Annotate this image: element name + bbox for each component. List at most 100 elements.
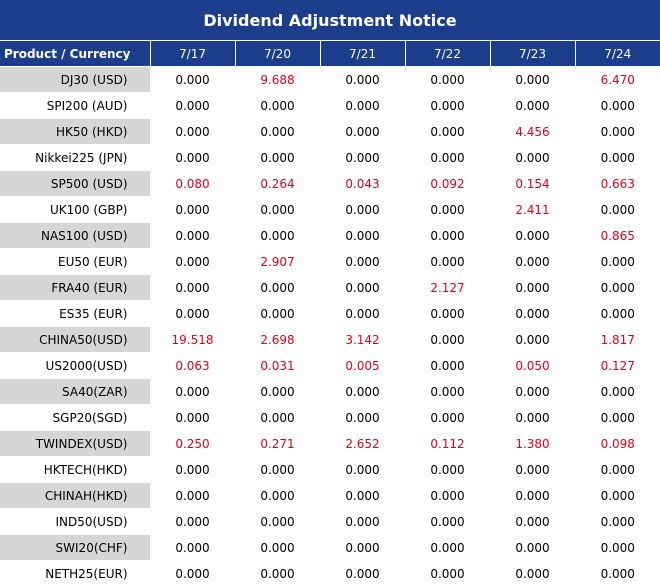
column-header-date: 7/17 bbox=[150, 41, 236, 67]
dividend-value-cell: 0.005 bbox=[320, 352, 406, 379]
dividend-table: Product / Currency 7/17 7/20 7/21 7/22 7… bbox=[0, 41, 660, 587]
dividend-value-cell: 1.817 bbox=[575, 326, 660, 353]
dividend-value-cell: 0.000 bbox=[235, 456, 321, 483]
notice-title: Dividend Adjustment Notice bbox=[0, 0, 660, 41]
dividend-value-cell: 0.000 bbox=[405, 456, 491, 483]
dividend-value-cell: 0.000 bbox=[405, 404, 491, 431]
dividend-value-cell: 0.000 bbox=[405, 534, 491, 561]
dividend-value-cell: 2.698 bbox=[235, 326, 321, 353]
dividend-value-cell: 0.000 bbox=[320, 560, 406, 587]
dividend-value-cell: 0.000 bbox=[320, 508, 406, 535]
dividend-value-cell: 0.050 bbox=[490, 352, 576, 379]
dividend-value-cell: 2.652 bbox=[320, 430, 406, 457]
dividend-value-cell: 0.000 bbox=[490, 300, 576, 327]
dividend-value-cell: 0.000 bbox=[405, 326, 491, 353]
dividend-value-cell: 0.000 bbox=[575, 378, 660, 405]
product-cell: TWINDEX(USD) bbox=[0, 430, 151, 457]
column-header-date: 7/20 bbox=[235, 41, 321, 67]
product-cell: US2000(USD) bbox=[0, 352, 151, 379]
dividend-value-cell: 0.000 bbox=[490, 534, 576, 561]
dividend-value-cell: 0.000 bbox=[405, 248, 491, 275]
product-cell: DJ30 (USD) bbox=[0, 66, 151, 93]
dividend-value-cell: 0.000 bbox=[575, 92, 660, 119]
table-row: DJ30 (USD) 0.000 9.688 0.000 0.000 0.000 6.470 bbox=[0, 66, 660, 93]
dividend-value-cell: 0.000 bbox=[490, 456, 576, 483]
dividend-value-cell: 0.000 bbox=[405, 196, 491, 223]
dividend-value-cell: 0.000 bbox=[405, 352, 491, 379]
dividend-value-cell: 0.000 bbox=[150, 456, 236, 483]
dividend-value-cell: 0.000 bbox=[150, 378, 236, 405]
dividend-value-cell: 0.000 bbox=[320, 144, 406, 171]
table-row: NETH25(EUR) 0.000 0.000 0.000 0.000 0.000 0.00… bbox=[0, 560, 660, 587]
dividend-value-cell: 0.000 bbox=[235, 300, 321, 327]
product-cell: SPI200 (AUD) bbox=[0, 92, 151, 119]
table-body: DJ30 (USD) 0.000 9.688 0.000 0.000 0.000 6.470… bbox=[0, 66, 660, 587]
dividend-value-cell: 0.000 bbox=[490, 482, 576, 509]
product-cell: Nikkei225 (JPN) bbox=[0, 144, 151, 171]
table-row: NAS100 (USD) 0.000 0.000 0.000 0.000 0.000 0.8… bbox=[0, 222, 660, 249]
dividend-value-cell: 0.000 bbox=[490, 66, 576, 93]
table-row: CHINA50(USD) 19.518 2.698 3.142 0.000 0.000 1.… bbox=[0, 326, 660, 353]
dividend-value-cell: 0.092 bbox=[405, 170, 491, 197]
dividend-value-cell: 0.000 bbox=[235, 560, 321, 587]
dividend-value-cell: 0.000 bbox=[320, 378, 406, 405]
dividend-value-cell: 0.000 bbox=[150, 300, 236, 327]
dividend-value-cell: 0.000 bbox=[320, 196, 406, 223]
dividend-value-cell: 0.000 bbox=[320, 482, 406, 509]
dividend-value-cell: 0.000 bbox=[405, 482, 491, 509]
dividend-value-cell: 0.000 bbox=[150, 248, 236, 275]
dividend-value-cell: 0.000 bbox=[575, 508, 660, 535]
dividend-value-cell: 0.000 bbox=[490, 378, 576, 405]
dividend-value-cell: 4.456 bbox=[490, 118, 576, 145]
table-row: EU50 (EUR) 0.000 2.907 0.000 0.000 0.000 0.000 bbox=[0, 248, 660, 275]
dividend-value-cell: 0.000 bbox=[150, 404, 236, 431]
dividend-value-cell: 0.000 bbox=[575, 482, 660, 509]
dividend-value-cell: 0.000 bbox=[490, 222, 576, 249]
table-row: TWINDEX(USD) 0.250 0.271 2.652 0.112 1.380 0.0… bbox=[0, 430, 660, 457]
dividend-value-cell: 0.154 bbox=[490, 170, 576, 197]
dividend-value-cell: 0.031 bbox=[235, 352, 321, 379]
table-row: IND50(USD) 0.000 0.000 0.000 0.000 0.000 0.000 bbox=[0, 508, 660, 535]
dividend-value-cell: 0.000 bbox=[405, 118, 491, 145]
product-cell: UK100 (GBP) bbox=[0, 196, 151, 223]
dividend-value-cell: 0.000 bbox=[490, 508, 576, 535]
dividend-value-cell: 0.271 bbox=[235, 430, 321, 457]
dividend-value-cell: 0.000 bbox=[490, 92, 576, 119]
dividend-value-cell: 0.000 bbox=[235, 508, 321, 535]
dividend-value-cell: 0.000 bbox=[405, 560, 491, 587]
dividend-value-cell: 0.000 bbox=[575, 118, 660, 145]
dividend-value-cell: 0.250 bbox=[150, 430, 236, 457]
product-cell: FRA40 (EUR) bbox=[0, 274, 151, 301]
product-cell: HK50 (HKD) bbox=[0, 118, 151, 145]
dividend-value-cell: 0.000 bbox=[320, 118, 406, 145]
dividend-value-cell: 0.043 bbox=[320, 170, 406, 197]
dividend-value-cell: 0.000 bbox=[320, 222, 406, 249]
dividend-value-cell: 0.000 bbox=[490, 248, 576, 275]
column-header-product: Product / Currency bbox=[0, 41, 151, 67]
dividend-value-cell: 0.000 bbox=[490, 560, 576, 587]
table-row: UK100 (GBP) 0.000 0.000 0.000 0.000 2.411 0.00… bbox=[0, 196, 660, 223]
dividend-value-cell: 0.000 bbox=[150, 66, 236, 93]
table-row: US2000(USD) 0.063 0.031 0.005 0.000 0.050 0.12… bbox=[0, 352, 660, 379]
product-cell: SGP20(SGD) bbox=[0, 404, 151, 431]
dividend-value-cell: 0.000 bbox=[235, 222, 321, 249]
dividend-value-cell: 2.411 bbox=[490, 196, 576, 223]
dividend-value-cell: 0.000 bbox=[490, 326, 576, 353]
dividend-value-cell: 0.000 bbox=[575, 274, 660, 301]
table-row: HKTECH(HKD) 0.000 0.000 0.000 0.000 0.000 0.00… bbox=[0, 456, 660, 483]
dividend-value-cell: 0.000 bbox=[575, 404, 660, 431]
product-cell: CHINAH(HKD) bbox=[0, 482, 151, 509]
dividend-value-cell: 0.000 bbox=[235, 144, 321, 171]
dividend-value-cell: 0.000 bbox=[575, 144, 660, 171]
column-header-date: 7/24 bbox=[575, 41, 660, 67]
table-row: SWI20(CHF) 0.000 0.000 0.000 0.000 0.000 0.000 bbox=[0, 534, 660, 561]
dividend-value-cell: 0.000 bbox=[575, 248, 660, 275]
dividend-value-cell: 6.470 bbox=[575, 66, 660, 93]
table-row: SA40(ZAR) 0.000 0.000 0.000 0.000 0.000 0.000 bbox=[0, 378, 660, 405]
dividend-value-cell: 1.380 bbox=[490, 430, 576, 457]
dividend-value-cell: 0.000 bbox=[235, 274, 321, 301]
dividend-value-cell: 0.000 bbox=[150, 560, 236, 587]
dividend-value-cell: 2.127 bbox=[405, 274, 491, 301]
table-row: ES35 (EUR) 0.000 0.000 0.000 0.000 0.000 0.000 bbox=[0, 300, 660, 327]
